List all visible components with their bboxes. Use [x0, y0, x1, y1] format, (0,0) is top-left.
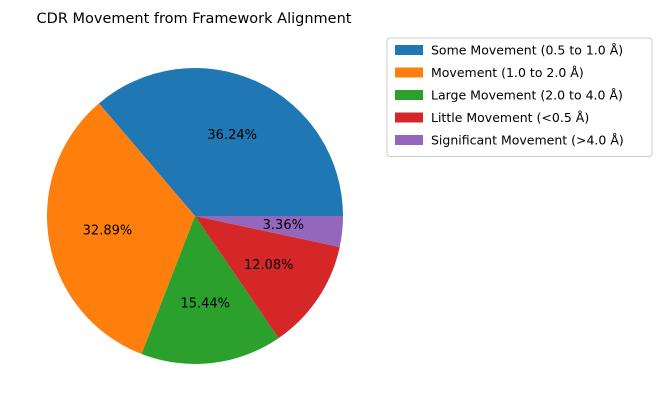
pie-slice-4	[195, 216, 340, 339]
pie-slices	[47, 68, 343, 364]
legend-swatch-5	[395, 135, 423, 145]
pie-slice-5	[195, 216, 343, 248]
chart-title: CDR Movement from Framework Alignment	[37, 11, 352, 27]
legend: Some Movement (0.5 to 1.0 Å) Movement (1.…	[386, 37, 653, 157]
legend-label-4: Little Movement (<0.5 Å)	[431, 110, 589, 125]
legend-label-5: Significant Movement (>4.0 Å)	[431, 133, 624, 148]
pie-percentage-label-3: 15.44%	[180, 297, 230, 312]
pie-percentage-label-2: 32.89%	[83, 223, 133, 238]
pie-slice-2	[47, 103, 196, 355]
legend-label-1: Some Movement (0.5 to 1.0 Å)	[431, 43, 623, 58]
pie-percentage-labels: 36.24% 32.89% 15.44% 12.08% 3.36%	[83, 128, 304, 312]
legend-label-2: Movement (1.0 to 2.0 Å)	[431, 65, 584, 80]
legend-swatch-3	[395, 90, 423, 100]
legend-swatch-2	[395, 67, 423, 78]
pie-percentage-label-5: 3.36%	[263, 218, 304, 233]
pie-slice-1	[98, 68, 343, 216]
legend-label-3: Large Movement (2.0 to 4.0 Å)	[431, 88, 623, 103]
legend-frame	[386, 37, 653, 157]
pie-percentage-label-4: 12.08%	[244, 258, 294, 273]
pie-percentage-label-1: 36.24%	[207, 128, 257, 143]
pie-slice-3	[141, 216, 279, 364]
legend-swatch-1	[395, 45, 423, 55]
legend-swatch-4	[395, 112, 423, 123]
